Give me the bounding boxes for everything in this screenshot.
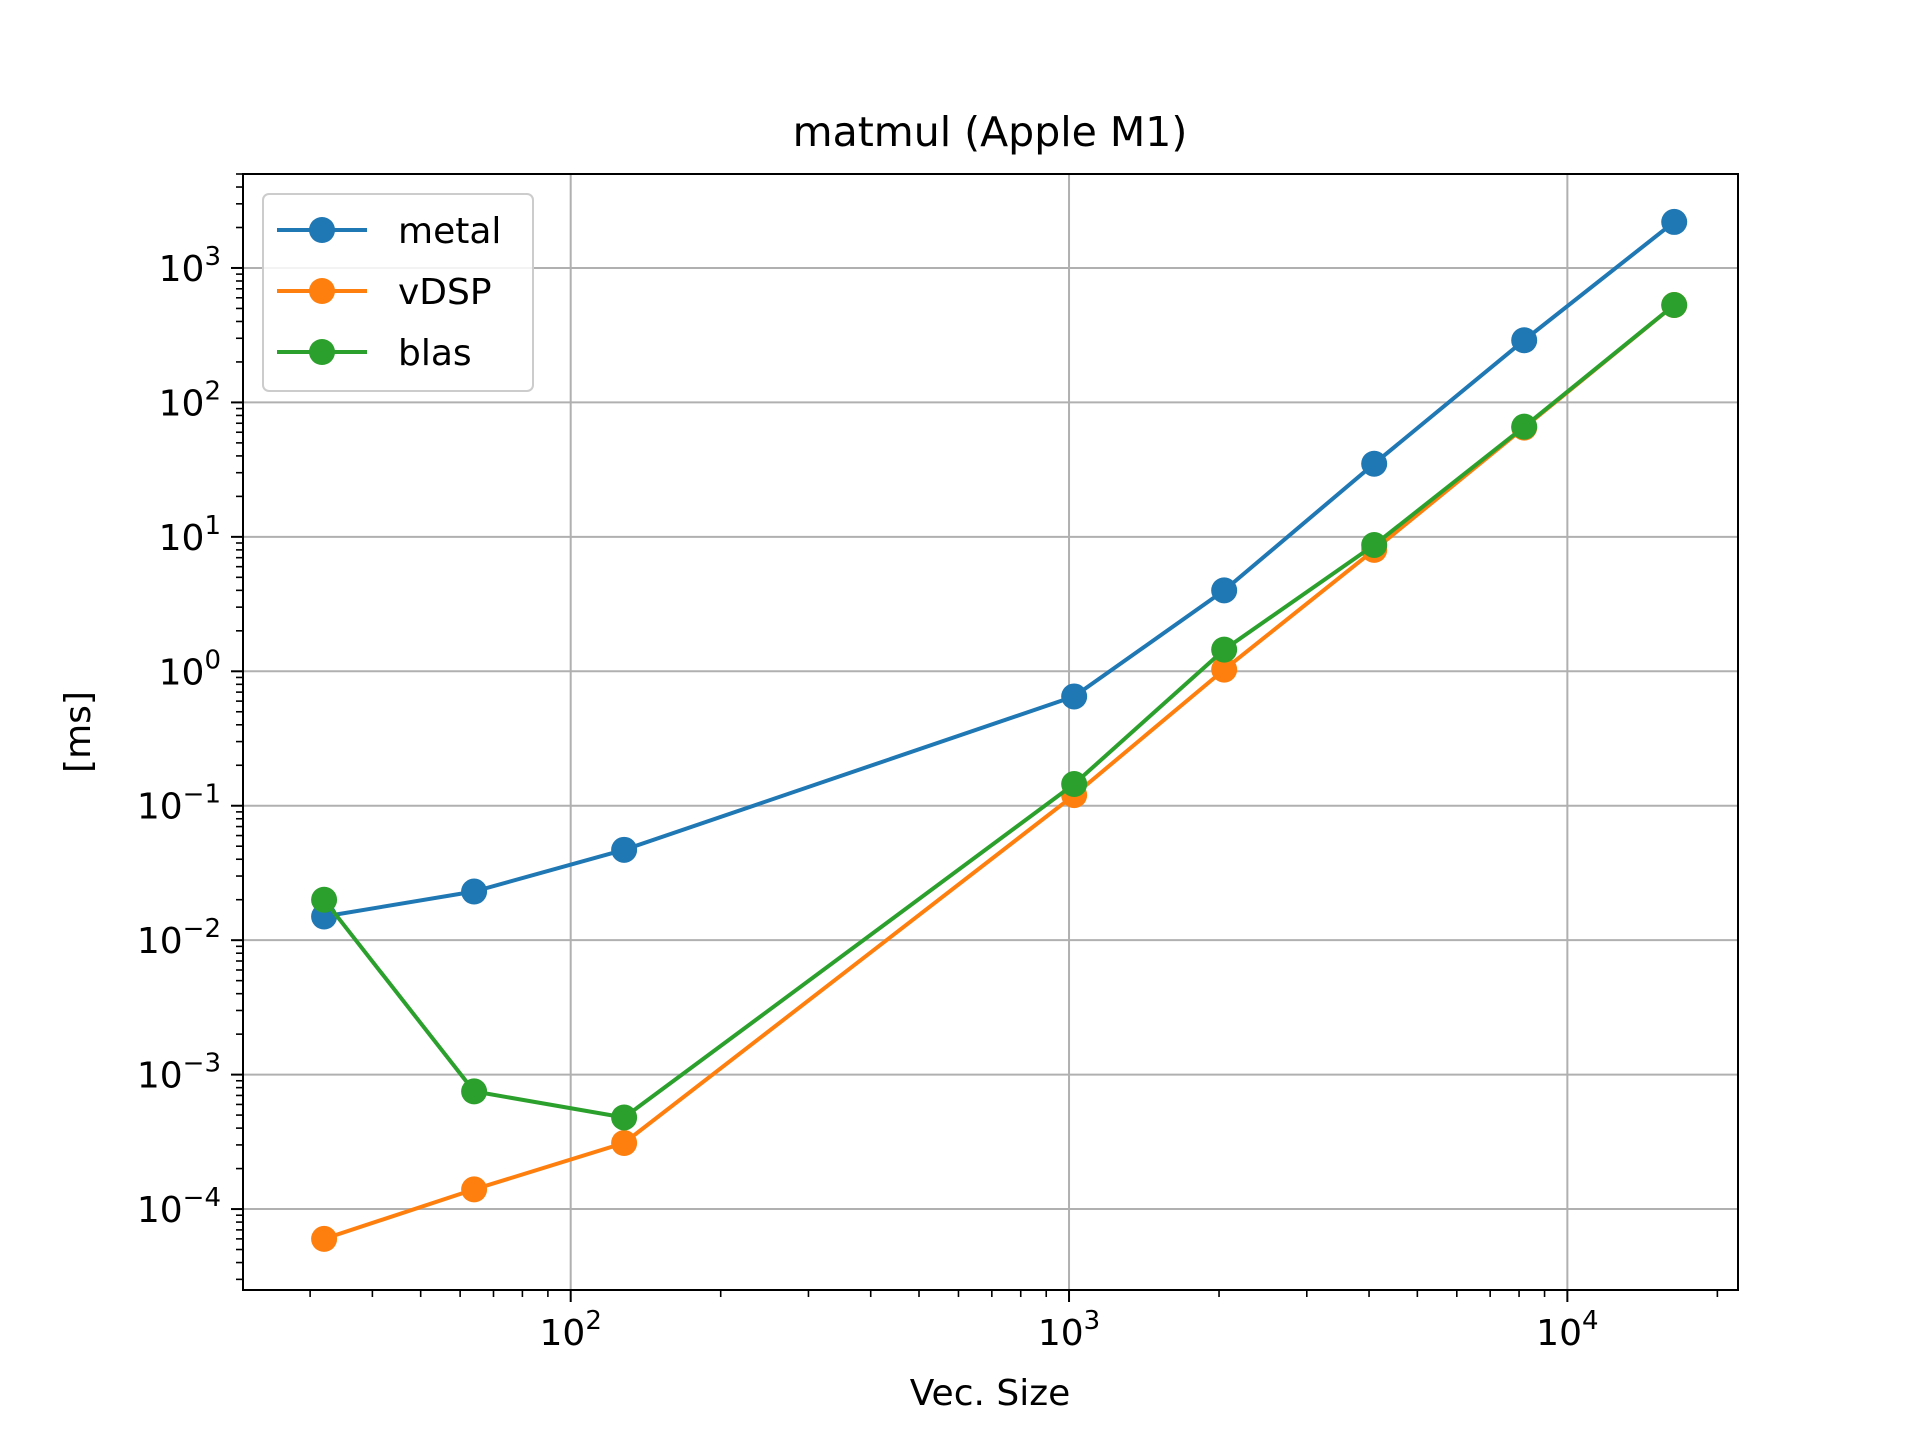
series-line-metal (323, 220, 1676, 919)
major-ticks (231, 266, 1569, 1302)
data-point-metal (1361, 450, 1388, 477)
plot-frame (242, 173, 1739, 1291)
y-tick-base: 10 (159, 383, 205, 424)
chart-title: matmul (Apple M1) (793, 108, 1188, 156)
data-point-vDSP (461, 1176, 488, 1203)
legend-marker (309, 278, 335, 304)
x-tick-base: 10 (1536, 1313, 1582, 1354)
y-tick-base: 10 (159, 249, 205, 290)
x-tick-label: 104 (1536, 1306, 1598, 1354)
legend-label: metal (398, 211, 501, 252)
y-tick-exponent: −4 (183, 1183, 221, 1213)
data-point-metal (1511, 327, 1538, 354)
y-tick-exponent: 3 (204, 242, 221, 272)
data-point-blas (1661, 292, 1688, 319)
data-point-metal (1061, 683, 1088, 710)
legend-item-metal: metal (277, 211, 501, 252)
y-tick-label: 102 (159, 376, 221, 424)
data-point-blas (1361, 531, 1388, 558)
y-tick-base: 10 (137, 921, 183, 962)
data-point-blas (461, 1078, 488, 1105)
data-point-blas (1211, 636, 1238, 663)
x-axis-label: Vec. Size (910, 1373, 1071, 1414)
y-tick-label: 100 (159, 645, 221, 693)
y-tick-base: 10 (159, 518, 205, 559)
data-point-metal (611, 836, 638, 863)
data-point-blas (611, 1104, 638, 1131)
data-point-vDSP (1211, 656, 1238, 683)
legend-label: vDSP (398, 272, 492, 313)
series (311, 208, 1688, 1252)
legend: metal vDSP blas (262, 193, 534, 392)
y-tick-exponent: −3 (183, 1049, 221, 1079)
y-tick-exponent: −1 (183, 780, 221, 810)
data-point-metal (461, 878, 488, 905)
data-point-vDSP (611, 1129, 638, 1156)
y-tick-label: 10−1 (137, 780, 221, 828)
y-tick-base: 10 (137, 1056, 183, 1097)
x-tick-exponent: 2 (585, 1306, 602, 1336)
minor-ticks (236, 173, 1719, 1297)
series-blas (311, 292, 1688, 1131)
legend-marker (309, 217, 335, 243)
x-tick-exponent: 3 (1084, 1306, 1101, 1336)
legend-item-vDSP: vDSP (277, 272, 492, 313)
data-point-blas (1511, 413, 1538, 440)
y-tick-label: 10−3 (137, 1049, 221, 1097)
series-line-blas (322, 303, 1676, 1120)
y-tick-base: 10 (137, 1190, 183, 1231)
data-point-vDSP (311, 1225, 338, 1252)
legend-item-blas: blas (277, 333, 472, 374)
x-tick-label: 103 (1038, 1306, 1100, 1354)
data-point-metal (1661, 208, 1688, 235)
y-tick-exponent: 0 (204, 645, 221, 675)
y-tick-label: 10−4 (137, 1183, 221, 1231)
grid (243, 174, 1738, 1290)
legend-box (262, 193, 534, 392)
y-tick-exponent: −2 (183, 914, 221, 944)
y-tick-label: 103 (159, 242, 221, 290)
x-tick-base: 10 (1038, 1313, 1084, 1354)
x-tick-base: 10 (540, 1313, 586, 1354)
y-tick-exponent: 2 (204, 376, 221, 406)
legend-label: blas (398, 333, 472, 374)
x-tick-label: 102 (540, 1306, 602, 1354)
data-point-blas (1061, 771, 1088, 798)
y-tick-label: 10−2 (137, 914, 221, 962)
x-tick-exponent: 4 (1582, 1306, 1599, 1336)
y-tick-exponent: 1 (204, 511, 221, 541)
series-metal (311, 208, 1688, 930)
y-tick-base: 10 (159, 652, 205, 693)
legend-marker (309, 339, 335, 365)
y-tick-label: 101 (159, 511, 221, 559)
y-tick-base: 10 (137, 787, 183, 828)
y-axis-label: [ms] (58, 691, 99, 773)
data-point-metal (1211, 577, 1238, 604)
data-point-blas (311, 886, 338, 913)
